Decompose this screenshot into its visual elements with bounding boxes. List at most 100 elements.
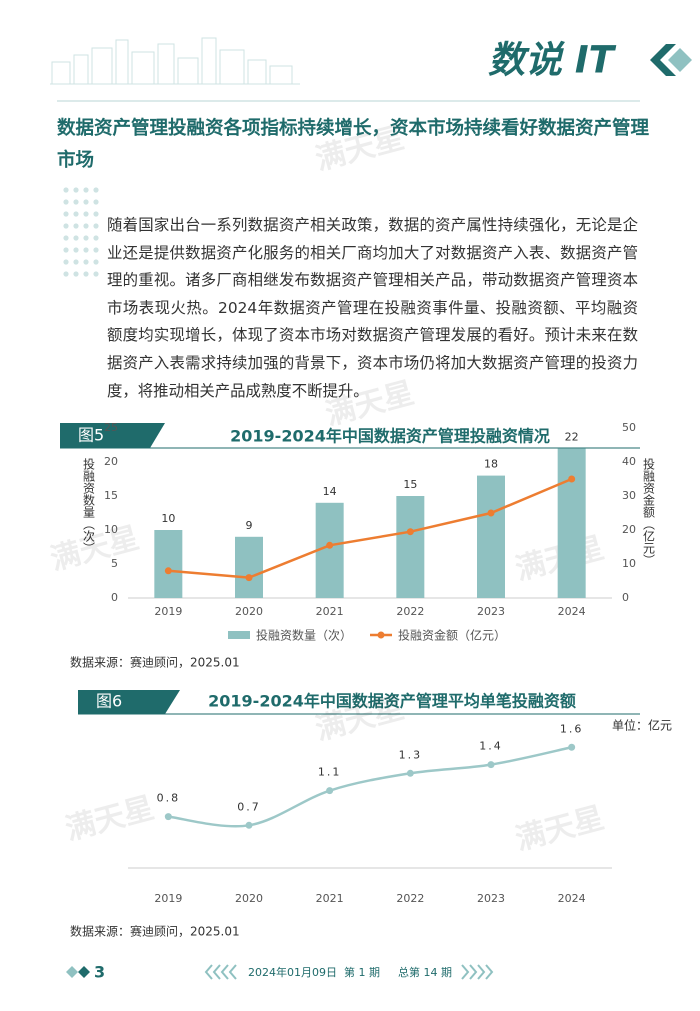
dot bbox=[83, 211, 89, 217]
skyline bbox=[50, 37, 300, 85]
dot bbox=[83, 247, 89, 253]
dot bbox=[83, 259, 89, 265]
bar bbox=[477, 475, 505, 598]
bar bbox=[557, 448, 586, 598]
figure-tab bbox=[60, 423, 165, 448]
dot bbox=[93, 271, 99, 277]
point bbox=[406, 528, 414, 536]
dot bbox=[93, 247, 99, 253]
y-tick-label: 20 bbox=[104, 455, 118, 468]
dot bbox=[63, 271, 69, 277]
source: 数据来源：赛迪顾问，2025.01 bbox=[70, 655, 240, 670]
source: 数据来源：赛迪顾问，2025.01 bbox=[70, 924, 240, 939]
value-label: 1.6 bbox=[560, 722, 584, 735]
x-tick-label: 2022 bbox=[396, 605, 424, 618]
brand: 数说 IT bbox=[488, 39, 617, 82]
dot bbox=[93, 235, 99, 241]
legend-swatch bbox=[228, 631, 250, 639]
x-tick-label: 2023 bbox=[477, 892, 505, 905]
dot bbox=[63, 235, 69, 241]
dot bbox=[63, 199, 69, 205]
point bbox=[568, 743, 576, 751]
value-label: 14 bbox=[323, 485, 337, 498]
x-tick-label: 2021 bbox=[316, 605, 344, 618]
y2-axis-label: 投融资金额（亿元） bbox=[642, 457, 656, 566]
footer-issue: 第 1 期 bbox=[344, 965, 380, 979]
point bbox=[326, 787, 334, 795]
dot bbox=[83, 223, 89, 229]
dot bbox=[63, 247, 69, 253]
watermark: 满天星 bbox=[62, 790, 158, 847]
point bbox=[487, 761, 495, 769]
point bbox=[164, 813, 172, 821]
x-tick-label: 2019 bbox=[154, 892, 182, 905]
footer-total-issue: 总第 14 期 bbox=[398, 965, 452, 979]
y2-tick-label: 30 bbox=[622, 489, 636, 502]
bar bbox=[315, 502, 344, 598]
figure-label: 图5 bbox=[78, 426, 104, 445]
dot bbox=[73, 271, 79, 277]
dot bbox=[73, 259, 79, 265]
x-tick-label: 2021 bbox=[316, 892, 344, 905]
point bbox=[164, 567, 172, 575]
dot bbox=[93, 187, 99, 193]
y-axis-label: 投融资数量（次） bbox=[82, 457, 96, 554]
dot bbox=[73, 235, 79, 241]
article-body: 随着国家出台一系列数据资产相关政策，数据的资产属性持续强化，无论是企业还是提供数… bbox=[107, 216, 638, 400]
x-tick-label: 2024 bbox=[558, 892, 586, 905]
x-tick-label: 2024 bbox=[558, 605, 586, 618]
point bbox=[487, 509, 495, 517]
point bbox=[406, 769, 414, 777]
legend-swatch bbox=[377, 631, 385, 639]
bar bbox=[154, 530, 183, 598]
dot bbox=[93, 259, 99, 265]
dot bbox=[83, 199, 89, 205]
point bbox=[326, 541, 334, 549]
dot bbox=[63, 211, 69, 217]
dot bbox=[73, 223, 79, 229]
value-label: 22 bbox=[565, 430, 579, 443]
y2-tick-label: 10 bbox=[622, 557, 636, 570]
value-label: 9 bbox=[246, 519, 253, 532]
x-tick-label: 2020 bbox=[235, 605, 263, 618]
dot bbox=[83, 271, 89, 277]
y-tick-label: 15 bbox=[104, 489, 118, 502]
value-label: 10 bbox=[161, 512, 175, 525]
bar bbox=[396, 496, 425, 598]
point bbox=[245, 574, 253, 582]
value-label: 0.8 bbox=[157, 792, 181, 805]
footer-decoration bbox=[66, 964, 494, 980]
dot bbox=[93, 211, 99, 217]
x-tick-label: 2020 bbox=[235, 892, 263, 905]
dot bbox=[73, 187, 79, 193]
watermark: 满天星 bbox=[512, 800, 608, 857]
dot bbox=[93, 199, 99, 205]
line bbox=[168, 746, 572, 828]
value-label: 1.4 bbox=[479, 740, 503, 753]
legend-label: 投融资金额（亿元） bbox=[398, 628, 506, 643]
x-tick-label: 2019 bbox=[154, 605, 182, 618]
dot bbox=[73, 199, 79, 205]
bar bbox=[235, 536, 263, 598]
value-label: 15 bbox=[403, 478, 417, 491]
value-label: 1.1 bbox=[318, 766, 342, 779]
dot bbox=[63, 187, 69, 193]
line bbox=[168, 477, 573, 579]
x-tick-label: 2023 bbox=[477, 605, 505, 618]
dot-pattern bbox=[63, 187, 99, 277]
chart-title: 2019-2024年中国数据资产管理投融资情况 bbox=[230, 427, 550, 446]
chart-title: 2019-2024年中国数据资产管理平均单笔投融资额 bbox=[208, 692, 576, 711]
dot bbox=[63, 223, 69, 229]
value-label: 1.3 bbox=[399, 748, 423, 761]
brand-icon bbox=[650, 44, 692, 76]
y-tick-label: 25 bbox=[104, 421, 118, 434]
unit-label: 单位：亿元 bbox=[612, 718, 672, 733]
value-label: 0.7 bbox=[237, 800, 261, 813]
dot bbox=[83, 235, 89, 241]
dot bbox=[73, 211, 79, 217]
dot bbox=[73, 247, 79, 253]
y-tick-label: 5 bbox=[111, 557, 118, 570]
legend-label: 投融资数量（次） bbox=[256, 628, 352, 643]
